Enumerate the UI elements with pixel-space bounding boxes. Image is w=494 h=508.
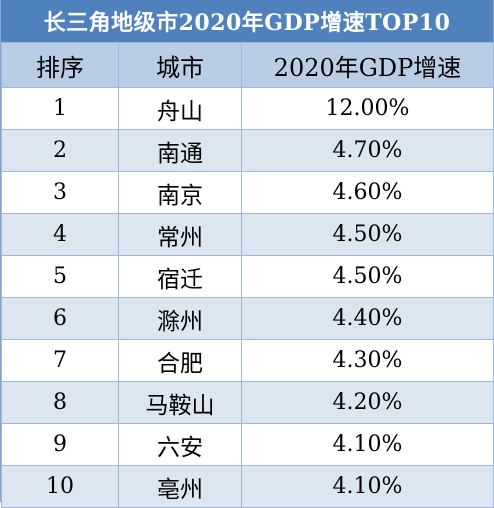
rank-cell: 8 — [1, 381, 119, 424]
header-row: 排序 城市 2020年GDP增速 — [1, 42, 494, 88]
city-cell: 舟山 — [118, 87, 242, 130]
city-cell: 南通 — [118, 129, 242, 172]
growth-cell: 4.10% — [241, 423, 494, 466]
header-rank: 排序 — [1, 42, 119, 88]
growth-cell: 4.20% — [241, 381, 494, 424]
growth-cell: 4.30% — [241, 339, 494, 382]
growth-cell: 4.50% — [241, 213, 494, 256]
rank-cell: 3 — [1, 171, 119, 214]
growth-cell: 4.10% — [241, 465, 494, 508]
growth-cell: 4.50% — [241, 255, 494, 298]
table-row: 4 常州 4.50% — [1, 213, 494, 256]
rank-cell: 9 — [1, 423, 119, 466]
table-row: 3 南京 4.60% — [1, 171, 494, 214]
table-row: 6 滁州 4.40% — [1, 297, 494, 340]
city-cell: 宿迁 — [118, 255, 242, 298]
growth-cell: 4.40% — [241, 297, 494, 340]
table-title: 长三角地级市2020年GDP增速TOP10 — [1, 0, 493, 42]
table-row: 1 舟山 12.00% — [1, 87, 494, 130]
rank-cell: 7 — [1, 339, 119, 382]
city-cell: 合肥 — [118, 339, 242, 382]
rank-cell: 2 — [1, 129, 119, 172]
city-cell: 滁州 — [118, 297, 242, 340]
city-cell: 六安 — [118, 423, 242, 466]
gdp-ranking-table: 排序 城市 2020年GDP增速 1 舟山 12.00% 2 南通 4.70% … — [1, 42, 494, 508]
rank-cell: 5 — [1, 255, 119, 298]
table-row: 2 南通 4.70% — [1, 129, 494, 172]
rank-cell: 10 — [1, 465, 119, 508]
table-row: 9 六安 4.10% — [1, 423, 494, 466]
city-cell: 马鞍山 — [118, 381, 242, 424]
city-cell: 亳州 — [118, 465, 242, 508]
rank-cell: 1 — [1, 87, 119, 130]
table-row: 10 亳州 4.10% — [1, 465, 494, 508]
growth-cell: 4.60% — [241, 171, 494, 214]
rank-cell: 4 — [1, 213, 119, 256]
header-city: 城市 — [118, 42, 242, 88]
table-row: 8 马鞍山 4.20% — [1, 381, 494, 424]
city-cell: 常州 — [118, 213, 242, 256]
table-row: 7 合肥 4.30% — [1, 339, 494, 382]
growth-cell: 12.00% — [241, 87, 494, 130]
rank-cell: 6 — [1, 297, 119, 340]
city-cell: 南京 — [118, 171, 242, 214]
table-row: 5 宿迁 4.50% — [1, 255, 494, 298]
growth-cell: 4.70% — [241, 129, 494, 172]
header-growth: 2020年GDP增速 — [241, 42, 494, 88]
